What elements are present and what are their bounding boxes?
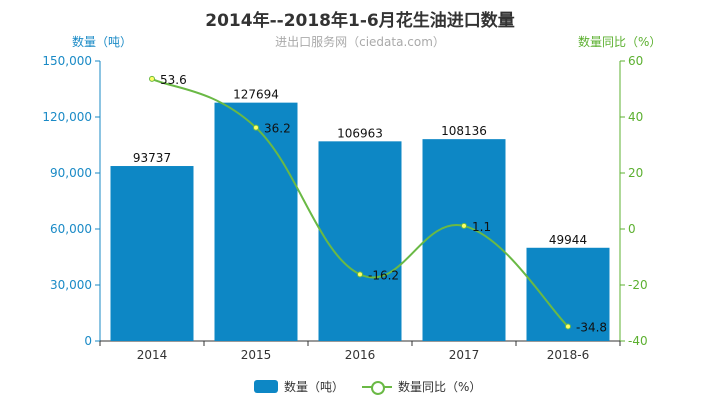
left-tick-label: 120,000 [42, 110, 92, 124]
bar [422, 139, 506, 341]
yoy-point [357, 271, 363, 278]
right-tick-label: -40 [628, 334, 648, 348]
bar [110, 166, 194, 341]
yoy-value-label: 1.1 [472, 220, 491, 234]
left-tick-label: 0 [84, 334, 92, 348]
yoy-value-label: 53.6 [160, 73, 187, 87]
right-tick-label: -20 [628, 278, 648, 292]
yoy-point [253, 124, 259, 131]
bar [214, 102, 298, 341]
left-axis-label: 数量（吨） [72, 35, 133, 49]
yoy-value-label: -34.8 [576, 320, 607, 334]
right-tick-label: 40 [628, 110, 643, 124]
yoy-point [149, 75, 155, 82]
right-tick-label: 60 [628, 54, 643, 68]
x-tick-label: 2018-6 [547, 348, 590, 362]
bar-value-label: 106963 [337, 126, 383, 140]
legend-item-bar[interactable]: 数量（吨） [254, 378, 344, 395]
bar [318, 141, 402, 341]
x-tick-label: 2015 [241, 348, 272, 362]
yoy-value-label: -16.2 [368, 268, 399, 282]
chart-title: 2014年--2018年1-6月花生油进口数量 [205, 11, 515, 31]
legend-bar-label: 数量（吨） [284, 380, 345, 394]
legend-bar-swatch [254, 380, 278, 393]
chart-subtitle: 进出口服务网（ciedata.com） [275, 35, 445, 49]
left-tick-label: 60,000 [50, 222, 92, 236]
x-tick-label: 2017 [449, 348, 480, 362]
bar-value-label: 49944 [549, 233, 587, 247]
left-tick-label: 90,000 [50, 166, 92, 180]
left-tick-label: 150,000 [42, 54, 92, 68]
legend-line-label: 数量同比（%） [398, 380, 482, 394]
bar-value-label: 108136 [441, 124, 487, 138]
bar-value-label: 93737 [133, 151, 171, 165]
legend-line-swatch [362, 380, 393, 395]
right-tick-label: 20 [628, 166, 643, 180]
yoy-point [565, 323, 571, 330]
x-tick-label: 2016 [345, 348, 376, 362]
bar-value-label: 127694 [233, 88, 279, 102]
yoy-value-label: 36.2 [264, 122, 291, 136]
left-tick-label: 30,000 [50, 278, 92, 292]
legend-item-line[interactable]: 数量同比（%） [362, 378, 481, 395]
right-tick-label: 0 [628, 222, 636, 236]
yoy-point [461, 222, 467, 229]
x-tick-label: 2014 [137, 348, 168, 362]
right-axis-label: 数量同比（%） [578, 35, 662, 49]
legend: 数量（吨） 数量同比（%） [254, 378, 499, 395]
